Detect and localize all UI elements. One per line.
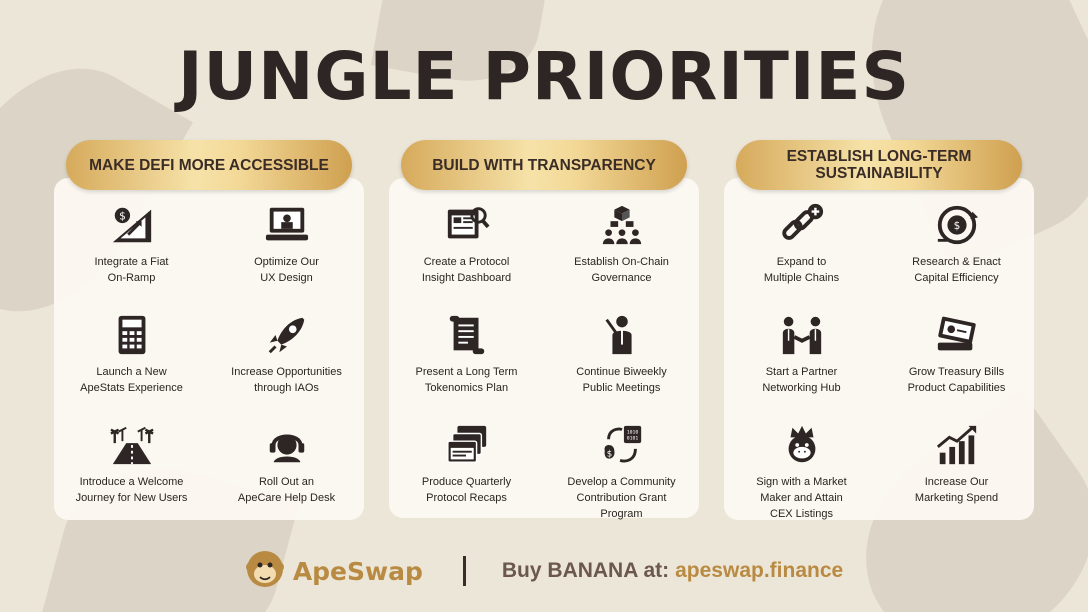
- laptop-icon: [261, 202, 313, 248]
- priority-item: $ Research & Enact Capital Efficiency: [879, 202, 1034, 304]
- priority-label: Grow Treasury Bills Product Capabilities: [907, 366, 1006, 394]
- svg-text:0101: 0101: [626, 435, 638, 441]
- column-transparency: BUILD WITH TRANSPARENCY Create a Protoco…: [389, 140, 699, 520]
- fiat-ramp-icon: $: [106, 202, 158, 248]
- svg-text:$: $: [119, 210, 126, 222]
- presenter-icon: [596, 312, 648, 358]
- ape-king-icon: [776, 422, 828, 468]
- priority-item: Start a Partner Networking Hub: [724, 312, 879, 414]
- priority-item: $ Integrate a Fiat On-Ramp: [54, 202, 209, 304]
- brand-name: ApeSwap: [292, 556, 423, 586]
- priority-label: Roll Out an ApeCare Help Desk: [237, 476, 336, 504]
- priority-label: Develop a Community Contribution Grant P…: [567, 476, 676, 520]
- priority-label: Create a Protocol Insight Dashboard: [421, 256, 512, 284]
- priority-label: Optimize Our UX Design: [254, 256, 319, 284]
- priority-item: Roll Out an ApeCare Help Desk: [209, 422, 364, 524]
- priority-item: Continue Biweekly Public Meetings: [544, 312, 699, 414]
- road-icon: [106, 422, 158, 468]
- grant-icon: 1010 0101 $: [596, 422, 648, 468]
- priority-item: Introduce a Welcome Journey for New User…: [54, 422, 209, 524]
- column-accessible: MAKE DEFI MORE ACCESSIBLE $ Integrate a …: [54, 140, 364, 520]
- priority-item: Increase Opportunities through IAOs: [209, 312, 364, 414]
- priority-item: Create a Protocol Insight Dashboard: [389, 202, 544, 304]
- priority-item: Expand to Multiple Chains: [724, 202, 879, 304]
- footer: ApeSwap Buy BANANA at: apeswap.finance: [0, 546, 1088, 596]
- dashboard-icon: [441, 202, 493, 248]
- brand[interactable]: ApeSwap: [245, 549, 423, 594]
- priority-label: Present a Long Term Tokenomics Plan: [415, 366, 518, 394]
- priority-item: Optimize Our UX Design: [209, 202, 364, 304]
- priority-label: Increase Our Marketing Spend: [914, 476, 999, 504]
- priority-item: 1010 0101 $ Develop a Community Contributi…: [544, 422, 699, 540]
- priority-label: Increase Opportunities through IAOs: [231, 366, 342, 394]
- handshake-icon: [776, 312, 828, 358]
- column-heading: MAKE DEFI MORE ACCESSIBLE: [66, 140, 352, 190]
- calculator-icon: [106, 312, 158, 358]
- priority-label: Produce Quarterly Protocol Recaps: [421, 476, 512, 504]
- priority-label: Start a Partner Networking Hub: [762, 366, 841, 394]
- svg-text:$: $: [606, 450, 611, 460]
- column-heading: BUILD WITH TRANSPARENCY: [401, 140, 687, 190]
- column-sustainability: ESTABLISH LONG-TERM SUSTAINABILITY Expan…: [724, 140, 1034, 520]
- growth-chart-icon: [931, 422, 983, 468]
- windows-icon: [441, 422, 493, 468]
- buy-text: Buy BANANA at:: [501, 559, 670, 582]
- scroll-icon: [441, 312, 493, 358]
- governance-icon: [596, 202, 648, 248]
- priority-item: Sign with a Market Maker and Attain CEX …: [724, 422, 879, 540]
- priority-label: Sign with a Market Maker and Attain CEX …: [756, 476, 847, 520]
- priority-item: Launch a New ApeStats Experience: [54, 312, 209, 414]
- priority-item: Establish On-Chain Governance: [544, 202, 699, 304]
- bill-icon: [931, 312, 983, 358]
- priority-label: Integrate a Fiat On-Ramp: [94, 256, 169, 284]
- money-cycle-icon: $: [931, 202, 983, 248]
- priority-label: Launch a New ApeStats Experience: [80, 366, 183, 394]
- svg-text:1010: 1010: [626, 430, 638, 436]
- priority-item: Increase Our Marketing Spend: [879, 422, 1034, 540]
- ape-logo-icon: [245, 549, 285, 594]
- footer-divider: [462, 556, 466, 586]
- page-title: JUNGLE PRIORITIES: [177, 38, 911, 115]
- priority-label: Continue Biweekly Public Meetings: [576, 366, 667, 394]
- headset-icon: [261, 422, 313, 468]
- priority-label: Introduce a Welcome Journey for New User…: [75, 476, 188, 504]
- priority-label: Research & Enact Capital Efficiency: [912, 256, 1001, 284]
- svg-text:$: $: [953, 220, 960, 232]
- buy-link[interactable]: apeswap.finance: [675, 559, 844, 582]
- priority-item: Present a Long Term Tokenomics Plan: [389, 312, 544, 414]
- priority-item: Grow Treasury Bills Product Capabilities: [879, 312, 1034, 414]
- column-heading: ESTABLISH LONG-TERM SUSTAINABILITY: [736, 140, 1022, 190]
- chain-link-icon: [776, 202, 828, 248]
- priority-label: Establish On-Chain Governance: [574, 256, 669, 284]
- priority-item: Produce Quarterly Protocol Recaps: [389, 422, 544, 524]
- rocket-icon: [261, 312, 313, 358]
- priority-label: Expand to Multiple Chains: [763, 256, 840, 284]
